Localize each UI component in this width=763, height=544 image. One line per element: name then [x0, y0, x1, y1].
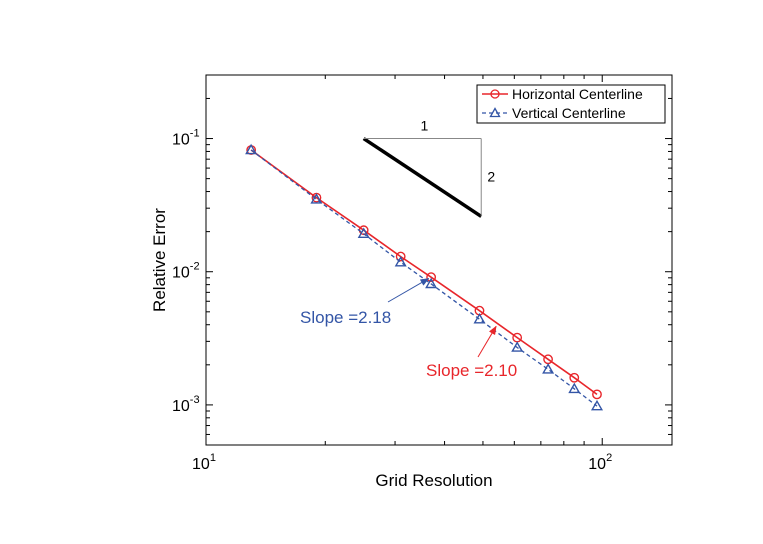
x-axis-label: Grid Resolution [375, 471, 492, 490]
slope-run-label: 1 [421, 118, 429, 134]
legend-box [476, 84, 666, 124]
data-point-circle [426, 272, 437, 283]
data-point-triangle [542, 363, 555, 374]
annotations: Slope =2.18 Slope =2.10 [300, 278, 517, 380]
data-point-triangle [511, 341, 524, 352]
legend-label-horizontal: Horizontal Centerline [512, 86, 643, 102]
x-tick-label: 102 [588, 452, 612, 473]
legend-marker-circle [490, 89, 500, 99]
plot-area [205, 74, 673, 446]
annotation-label: Slope =2.10 [426, 361, 517, 380]
data-point-triangle [310, 193, 323, 204]
series-line-vertical [250, 149, 598, 407]
legend-label-vertical: Vertical Centerline [512, 105, 626, 121]
slope-rise-label: 2 [487, 169, 495, 185]
data-point-triangle [590, 399, 604, 411]
data-point-triangle [394, 255, 407, 267]
axis-ticks: 101 102 10-3 10-2 10-1 [172, 75, 672, 473]
annotation-arrow-head [488, 325, 497, 336]
legend: Horizontal Centerline Vertical Centerlin… [476, 84, 666, 124]
series-line-horizontal [250, 149, 598, 396]
y-tick-label: 10-1 [172, 128, 200, 149]
y-tick-label: 10-2 [172, 261, 200, 282]
data-point-triangle [357, 227, 370, 239]
slope-triangle: 12 [362, 118, 495, 218]
legend-marker-triangle [489, 107, 501, 118]
series-group [245, 143, 604, 411]
data-point-circle [395, 251, 406, 262]
y-axis-label: Relative Error [150, 208, 169, 312]
data-point-triangle [473, 312, 486, 324]
annotation-arrow-head [419, 278, 430, 286]
annotation-label: Slope =2.18 [300, 308, 391, 327]
x-tick-label: 101 [192, 452, 216, 473]
data-point-circle [569, 372, 580, 383]
data-point-triangle [568, 382, 581, 394]
data-point-circle [592, 389, 602, 400]
y-tick-label: 10-3 [172, 394, 200, 415]
data-point-triangle [245, 143, 258, 155]
slope-reference-line [362, 137, 483, 218]
data-point-triangle [425, 277, 438, 289]
